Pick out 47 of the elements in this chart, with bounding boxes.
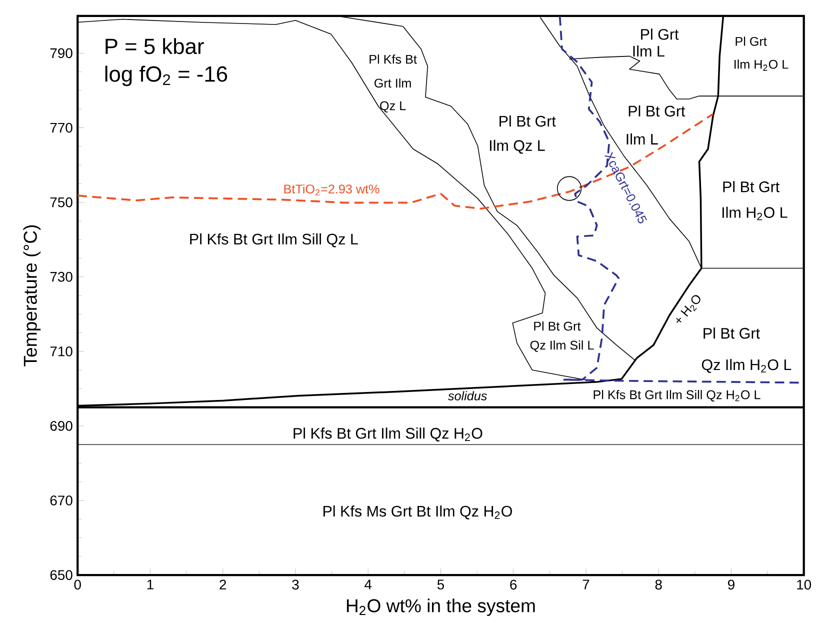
annotation: P = 5 kbar — [106, 38, 204, 54]
annotation: Ilm L — [626, 134, 658, 145]
y-tick-label: 670 — [50, 496, 72, 506]
annotation: Pl Bt Grt — [628, 106, 686, 117]
x-tick-label: 2 — [220, 580, 226, 590]
y-axis-title: Temperature (°C) — [23, 225, 41, 367]
x-tick-label: 8 — [655, 580, 662, 590]
annotation: Ilm L — [633, 46, 664, 57]
annotation: + H$_{2}$O — [676, 295, 700, 323]
x-tick-label: 1 — [147, 580, 154, 590]
x-tick-label: 9 — [728, 580, 734, 590]
annotation: Pl Kfs Bt Grt Ilm Sill Qz H$_{2}$O — [294, 428, 482, 442]
annotation: Qz L — [380, 101, 406, 113]
annotation: Qz Ilm Sil L — [530, 340, 594, 352]
x-tick-label: 7 — [582, 580, 590, 590]
annotation: Pl Kfs Bt Grt Ilm Sill Qz L — [190, 233, 358, 248]
annotation: Pl Grt — [736, 36, 767, 46]
annotation: Pl Kfs Bt — [370, 54, 417, 64]
x-tick-label: 3 — [292, 580, 299, 590]
x-tick-label: 10 — [797, 580, 812, 590]
annotation: Grt Ilm — [374, 78, 411, 88]
y-tick-label: 770 — [50, 122, 72, 133]
y-tick-label: 690 — [50, 421, 72, 432]
x-tick-label: 4 — [364, 580, 372, 590]
annotation: Pl Grt — [641, 28, 679, 40]
x-axis-title: H$_{2}$O wt% in the system — [346, 598, 535, 616]
annotation: Pl Bt Grt — [534, 322, 581, 331]
x-tick-label: 0 — [74, 580, 81, 590]
y-tick-label: 650 — [50, 570, 72, 580]
series-label: BtTiO$_{2}$=2.93 wt% — [284, 184, 380, 196]
annotation: Pl Bt Grt — [723, 181, 780, 192]
y-tick-label: 750 — [50, 198, 72, 208]
annotation: Qz Ilm H$_{2}$O L — [702, 359, 792, 374]
annotation: solidus — [448, 391, 487, 401]
x-tick-label: 6 — [510, 580, 517, 590]
y-tick-label: 790 — [50, 48, 72, 58]
annotation: Pl Kfs Bt Grt Ilm Sill Qz H$_{2}$O L — [594, 390, 760, 402]
annotation: Ilm H$_{2}$O L — [722, 206, 788, 220]
annotation: Ilm H$_{2}$O L — [734, 60, 788, 71]
annotation: Pl Kfs Ms Grt Bt Ilm Qz H$_{2}$O — [323, 506, 512, 520]
annotation: Pl Bt Grt — [704, 328, 760, 339]
annotation: Pl Bt Grt — [500, 116, 556, 127]
y-tick-label: 730 — [50, 272, 72, 282]
annotation: Ilm Qz L — [490, 140, 545, 154]
annotation: log fO$_{2}$ = -16 — [105, 66, 228, 86]
x-tick-label: 5 — [437, 580, 444, 590]
y-tick-label: 710 — [50, 346, 72, 356]
